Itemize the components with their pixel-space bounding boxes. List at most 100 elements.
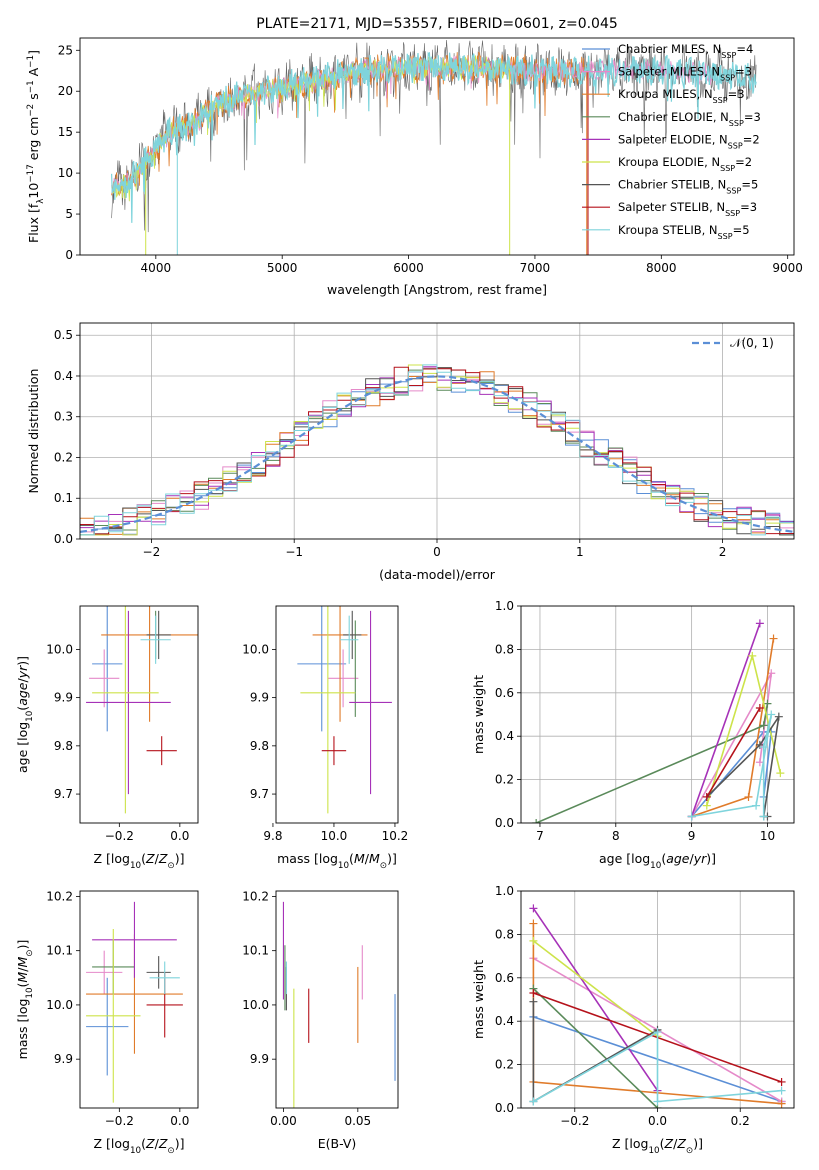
legend-text: Kroupa ELODIE, N (618, 155, 720, 169)
label-part: Z (158, 851, 168, 866)
label-part: mass [ (15, 1018, 30, 1060)
legend-sub: SSP (725, 209, 740, 218)
legend-label: Chabrier ELODIE, NSSP=3 (618, 110, 761, 128)
y-tick-label: 0.8 (495, 927, 514, 941)
x-tick-label: −2 (143, 545, 161, 559)
label-part: M (15, 957, 30, 968)
plot-area (297, 606, 392, 814)
axes-frame (520, 605, 795, 824)
label-part: ⊙ (167, 1146, 174, 1156)
weight-marker-kroupa_stelib (653, 1028, 662, 1037)
weight-marker-kroupa_elodie (702, 801, 711, 810)
label-part: log (319, 851, 338, 866)
y-tick-label: 10.0 (242, 998, 269, 1012)
label-part: M (354, 851, 365, 866)
y-tick-label: 9.7 (250, 787, 269, 801)
legend-label: Kroupa MILES, NSSP=3 (618, 87, 745, 105)
label-part: age [ (599, 851, 631, 866)
x-tick-label: 5000 (267, 261, 298, 275)
y-tick-label: 9.9 (250, 1052, 269, 1066)
label-part: / (155, 851, 160, 866)
weight-marker-kroupa_stelib (759, 743, 768, 752)
weight-marker-salpeter_elodie (755, 619, 764, 628)
label-part: ⊙ (686, 1146, 693, 1156)
x-tick-label: 10.2 (382, 829, 409, 843)
legend-label: Kroupa ELODIE, NSSP=2 (618, 155, 752, 173)
legend-sub: SSP (720, 164, 735, 173)
y-tick-label: 15 (58, 125, 73, 139)
y-tick-label: 0.3 (54, 410, 73, 424)
y-tick-label: 0.4 (54, 369, 73, 383)
legend-text: Chabrier ELODIE, N (618, 110, 729, 124)
plot-area (282, 901, 396, 1108)
x-tick-label: −1 (285, 545, 303, 559)
x-axis-label: Z [log10(Z/Z⊙)] (94, 851, 185, 871)
legend-text: Salpeter MILES, N (618, 65, 720, 79)
x-tick-label: 0.0 (170, 1114, 189, 1128)
label-part: log (111, 851, 130, 866)
y-axis-label: age [log10(age/yr)] (15, 656, 35, 773)
legend-eq: =3 (728, 87, 745, 101)
label-part: Z (145, 851, 155, 866)
label-part: M (15, 972, 30, 983)
label-part: 10 (338, 861, 349, 871)
y-tick-label: 10.2 (242, 889, 269, 903)
label-part: log (15, 722, 30, 741)
histogram-kroupa_stelib (80, 364, 794, 536)
label-part: (data-model)/error (379, 567, 496, 582)
x-tick-label: 0.0 (648, 1114, 667, 1128)
plot-area (86, 606, 198, 814)
label-part: age [ (15, 741, 30, 773)
label-part: mass [ (277, 851, 319, 866)
legend-eq: =3 (735, 65, 752, 79)
y-tick-label: 0.5 (54, 328, 73, 342)
legend-sub: SSP (729, 118, 744, 127)
legend-label: 𝒩(0, 1) (730, 336, 774, 350)
y-tick-label: 9.7 (54, 787, 73, 801)
label-part: )] (693, 1136, 703, 1151)
label-part: −1 (26, 80, 36, 93)
label-part: Z (158, 1136, 168, 1151)
label-part: / (15, 678, 30, 683)
label-part: log (111, 1136, 130, 1151)
legend-eq: =2 (735, 155, 752, 169)
y-tick-label: 9.9 (54, 691, 73, 705)
legend-text: Chabrier STELIB, N (618, 178, 726, 192)
plot-area (521, 891, 794, 1108)
x-tick-label: 0 (433, 545, 441, 559)
legend-text: Kroupa MILES, N (618, 87, 713, 101)
y-tick-label: 0.0 (495, 816, 514, 830)
label-part: wavelength [Angstrom, rest frame] (327, 282, 547, 297)
x-tick-label: 6000 (393, 261, 424, 275)
weight-marker-salpeter_stelib (777, 1077, 786, 1086)
legend-text: Salpeter STELIB, N (618, 200, 725, 214)
legend-sub: SSP (720, 73, 735, 82)
legend-eq: =4 (736, 42, 753, 56)
label-part: −1 (26, 55, 36, 68)
x-tick-label: −0.2 (560, 1114, 589, 1128)
weight-marker-salpeter_stelib (755, 703, 764, 712)
x-tick-label: 9 (688, 829, 696, 843)
normal-curve (80, 375, 794, 533)
plot-area (111, 39, 757, 255)
x-tick-label: 2 (719, 545, 727, 559)
legend-label: Chabrier STELIB, NSSP=5 (618, 178, 758, 196)
y-tick-label: 9.8 (54, 739, 73, 753)
label-part: ⊙ (25, 949, 35, 956)
y-tick-label: 10.0 (242, 642, 269, 656)
weight-marker-kroupa_miles (744, 792, 753, 801)
y-tick-label: 0.2 (495, 1058, 514, 1072)
y-tick-label: 9.8 (250, 739, 269, 753)
y-tick-label: 0.2 (54, 450, 73, 464)
label-part: ( (15, 983, 30, 988)
y-tick-label: 10 (58, 166, 73, 180)
axes-frame (79, 322, 795, 540)
label-part: Normed distribution (26, 369, 41, 494)
weight-marker-kroupa_stelib (777, 1086, 786, 1095)
label-part: ( (349, 851, 354, 866)
y-tick-label: 5 (65, 207, 73, 221)
weight-marker-chabrier_elodie (759, 721, 768, 730)
